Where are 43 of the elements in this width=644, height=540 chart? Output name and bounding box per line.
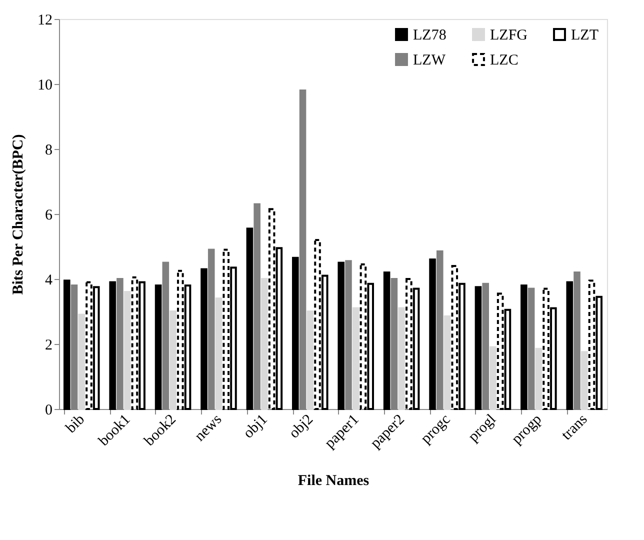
bar (398, 307, 405, 410)
bar (444, 315, 451, 410)
bar (580, 351, 588, 410)
bar (352, 307, 360, 410)
bar (520, 284, 528, 410)
bar (474, 286, 482, 410)
x-tick-label: obj2 (286, 412, 317, 442)
bar (109, 281, 116, 410)
bar (63, 280, 70, 410)
bar (154, 284, 162, 410)
bar (535, 348, 542, 410)
y-tick-label: 12 (38, 12, 52, 28)
bar (78, 314, 86, 410)
bar (215, 298, 222, 410)
bar (261, 278, 268, 410)
bar (124, 291, 131, 410)
x-tick-label: bib (63, 412, 88, 436)
y-tick-label: 2 (45, 338, 52, 354)
y-tick-label: 0 (45, 402, 52, 418)
bar (383, 272, 390, 410)
y-tick-label: 4 (45, 272, 53, 288)
legend-label: LZW (413, 52, 446, 68)
legend-label: LZ78 (413, 28, 446, 44)
bar (306, 310, 314, 410)
bar (200, 268, 208, 410)
bar (490, 346, 496, 410)
x-tick-label: news (192, 411, 226, 445)
legend-label: LZFG (490, 28, 528, 44)
bar (246, 228, 254, 410)
y-axis-title: Bits Per Character(BPC) (10, 134, 26, 295)
bar (429, 258, 436, 410)
y-tick-label: 10 (38, 78, 52, 94)
x-axis-title: File Names (298, 473, 370, 490)
legend-label: LZT (571, 28, 598, 44)
x-tick-label: obj1 (240, 412, 271, 442)
bar (566, 281, 574, 410)
y-tick-label: 6 (45, 208, 53, 224)
x-tick-label: trans (558, 411, 591, 444)
bar (338, 262, 345, 410)
bar (170, 310, 176, 410)
legend-label: LZC (490, 52, 518, 68)
bar (292, 256, 299, 410)
y-tick-label: 8 (45, 142, 52, 158)
